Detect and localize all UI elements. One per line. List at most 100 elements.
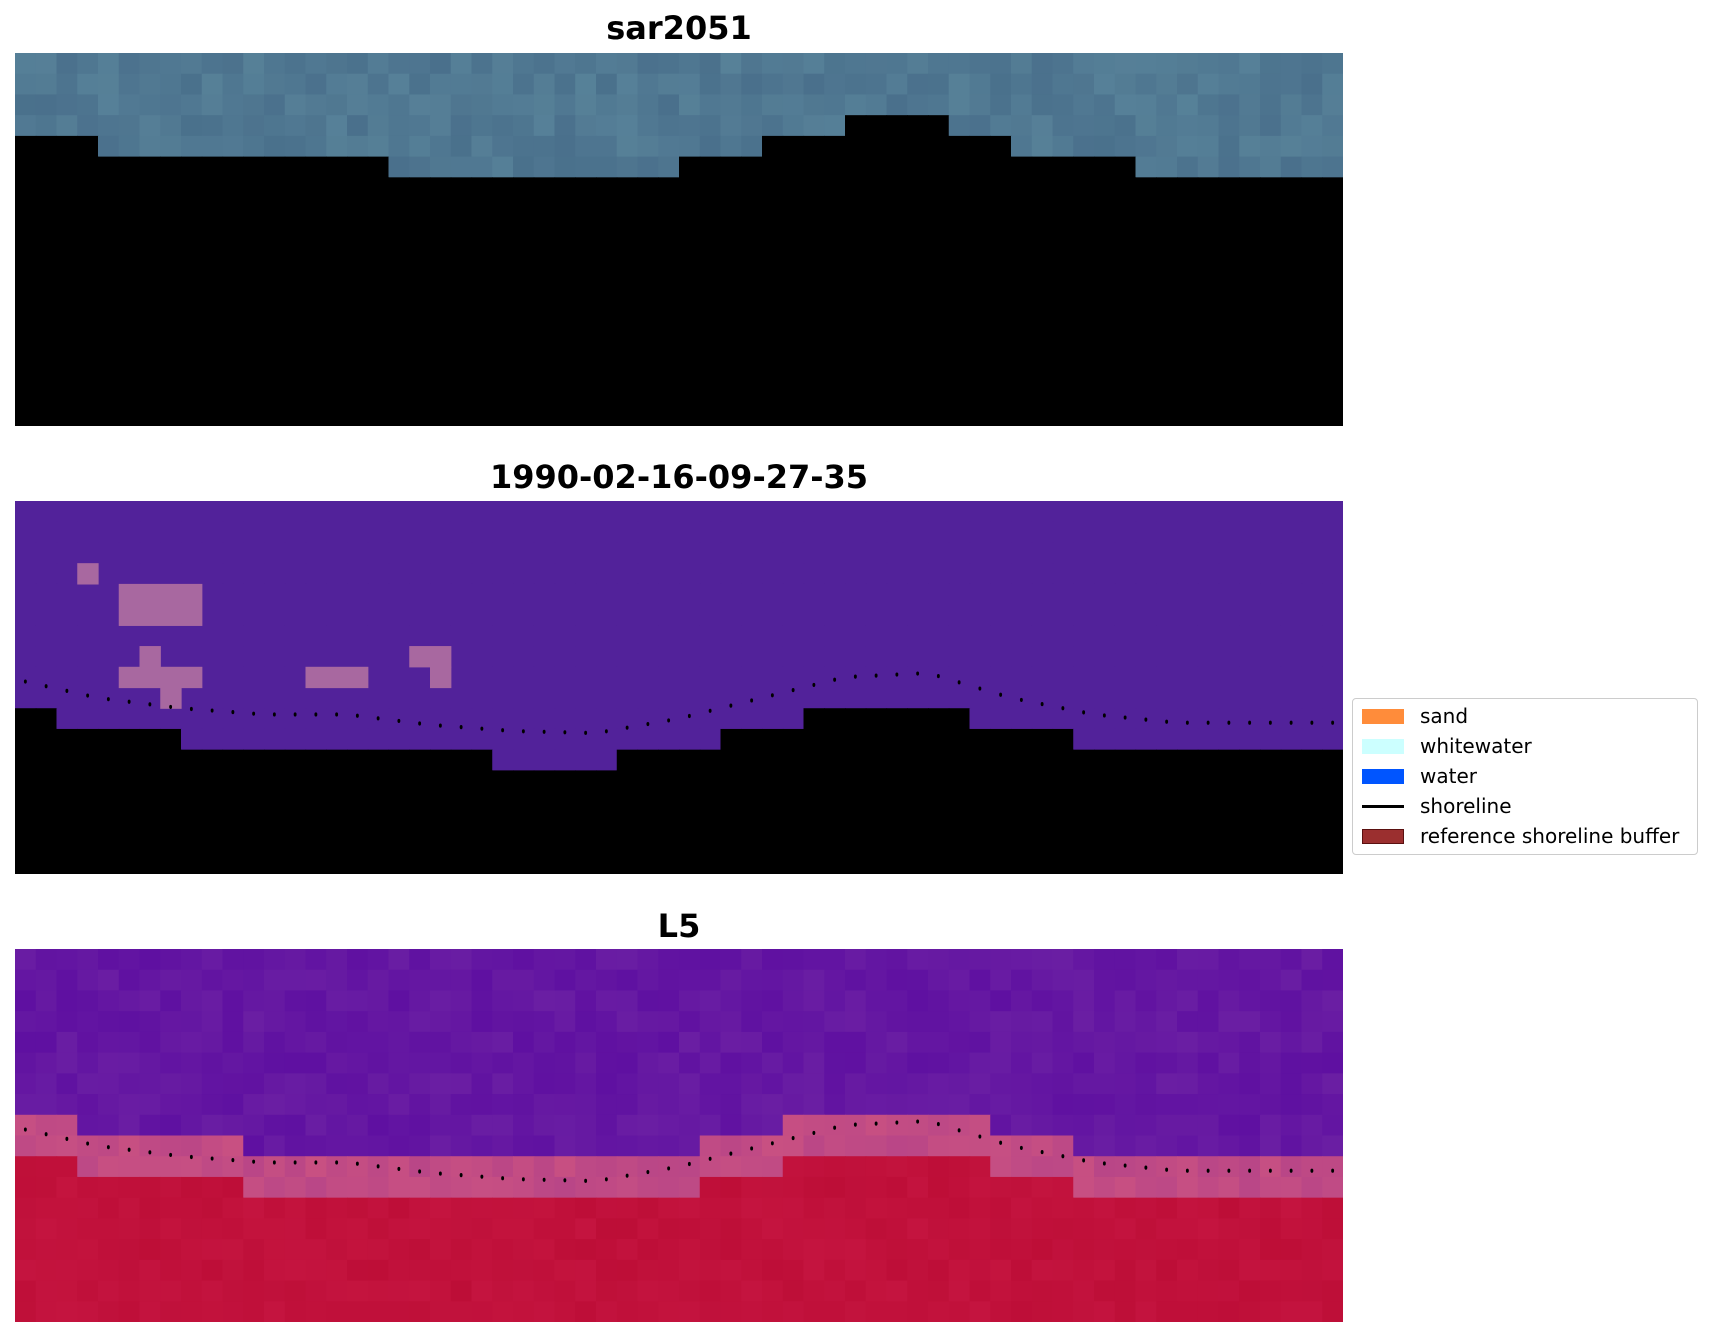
probability-pixel [492,1052,514,1074]
probability-pixel [803,1176,825,1199]
probability-pixel [264,1052,286,1074]
probability-pixel [243,1218,265,1240]
class-pixel [35,811,58,834]
probability-pixel [554,1239,576,1261]
image-pixel [782,115,805,137]
probability-pixel [616,1239,639,1261]
image-pixel [201,53,224,75]
image-pixel [1218,94,1240,116]
class-pixel [160,853,182,874]
image-pixel [658,94,680,116]
image-pixel [1197,115,1220,137]
image-pixel [533,239,556,261]
class-pixel [409,749,431,772]
class-pixel [907,666,929,689]
probability-pixel [762,990,784,1012]
class-pixel [824,666,846,689]
class-pixel [243,583,265,606]
probability-pixel [139,1114,161,1137]
probability-pixel [948,1280,971,1302]
class-pixel [492,832,514,854]
probability-pixel [699,1280,722,1302]
probability-pixel [450,1052,473,1074]
image-pixel [305,363,327,386]
probability-pixel [77,1073,99,1095]
probability-pixel [201,1197,224,1220]
class-pixel [679,501,701,523]
probability-pixel [845,1031,867,1054]
probability-pixel [367,1280,390,1302]
image-pixel [139,343,161,365]
cloud-patch [118,583,203,626]
class-pixel [1177,791,1199,813]
probability-pixel [865,1052,888,1074]
probability-pixel [347,1031,369,1054]
image-pixel [367,301,390,324]
class-pixel [575,687,597,709]
probability-pixel [782,1011,805,1033]
probability-pixel [56,1073,78,1095]
class-pixel [928,501,950,523]
shoreline-point [687,265,691,271]
image-pixel [35,384,58,406]
class-pixel [222,625,244,647]
image-pixel [35,239,58,261]
shoreline-point [895,1120,899,1125]
class-pixel [77,832,99,854]
probability-pixel [35,1052,58,1074]
image-pixel [77,343,99,365]
class-pixel [201,604,224,626]
image-pixel [865,135,888,158]
probability-pixel [264,1259,286,1282]
probability-pixel [409,1031,431,1054]
image-pixel [118,115,141,137]
image-pixel [596,135,618,158]
class-pixel [969,521,991,544]
probability-pixel [948,1135,971,1157]
image-pixel [865,405,888,426]
image-pixel [762,260,784,282]
image-pixel [77,384,99,406]
class-pixel [1301,625,1323,647]
image-pixel [264,177,286,199]
class-pixel [243,728,265,751]
class-pixel [98,563,120,585]
image-pixel [1114,115,1137,137]
image-pixel [1135,343,1157,365]
probability-pixel [326,969,348,992]
image-pixel [969,218,991,241]
probability-pixel [1260,1094,1282,1116]
image-pixel [1094,363,1116,386]
class-pixel [1052,542,1074,564]
class-pixel [15,749,37,772]
image-pixel [1135,218,1157,241]
class-pixel [824,646,846,668]
probability-pixel [865,949,888,971]
class-pixel [326,501,348,523]
image-pixel [720,218,742,241]
class-pixel [513,791,535,813]
probability-pixel [803,1301,825,1322]
image-pixel [1260,53,1282,75]
class-pixel [450,728,473,751]
class-pixel [679,542,701,564]
image-pixel [990,156,1012,178]
class-pixel [471,832,493,854]
panel-title-date: 1990-02-16-09-27-35 [489,458,869,496]
class-pixel [969,646,991,668]
class-pixel [1197,708,1220,730]
class-pixel [969,832,991,854]
class-pixel [762,770,784,792]
probability-pixel [430,1176,452,1199]
class-pixel [409,542,431,564]
class-pixel [513,853,535,874]
image-pixel [56,177,78,199]
class-pixel [1011,666,1033,689]
image-pixel [1280,53,1303,75]
class-pixel [181,687,203,709]
probability-pixel [347,1011,369,1033]
probability-pixel [575,1259,597,1282]
image-pixel [1280,177,1303,199]
probability-pixel [575,1156,597,1178]
class-pixel [762,749,784,772]
